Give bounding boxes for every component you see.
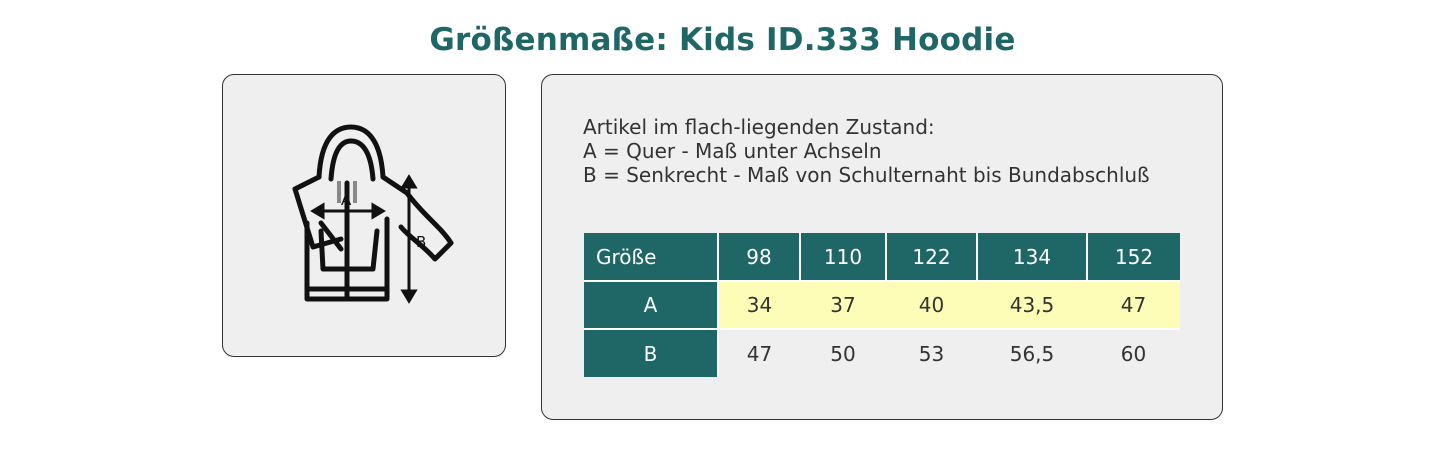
size-header-cell: 122: [885, 233, 977, 281]
label-a: A: [341, 191, 352, 209]
table-cell: 56,5: [977, 328, 1087, 377]
size-header-row: Größe 98 110 122 134 152: [584, 233, 1180, 281]
label-b: B: [416, 233, 426, 251]
table-cell: 37: [800, 280, 886, 329]
table-cell: 47: [718, 328, 800, 377]
size-header-cell: 110: [799, 233, 886, 281]
size-header-cell: 152: [1086, 233, 1180, 281]
table-cell: 60: [1087, 328, 1180, 377]
table-cell: 34: [718, 280, 800, 329]
size-header-label: Größe: [584, 233, 718, 281]
diagram-card: A B: [222, 74, 506, 357]
row-label-b: B: [584, 328, 719, 377]
size-header-cell: 134: [976, 233, 1087, 281]
table-cell: 47: [1087, 280, 1180, 329]
row-label-a: A: [584, 280, 719, 329]
table-row: A 34 37 40 43,5 47: [584, 280, 1180, 329]
hoodie-measure-icon: A B: [292, 124, 454, 304]
size-header-cell: 98: [717, 233, 800, 281]
table-cell: 53: [886, 328, 977, 377]
size-info-card: Artikel im flach-liegenden Zustand: A = …: [541, 74, 1223, 420]
table-row: B 47 50 53 56,5 60: [584, 328, 1180, 377]
table-cell: 40: [886, 280, 977, 329]
measurement-description: Artikel im flach-liegenden Zustand: A = …: [583, 115, 1150, 187]
size-table: Größe 98 110 122 134 152 A 34 37 40 43,5…: [584, 233, 1180, 377]
table-cell: 50: [800, 328, 886, 377]
description-line-3: B = Senkrecht - Maß von Schulternaht bis…: [583, 163, 1150, 187]
description-line-1: Artikel im flach-liegenden Zustand:: [583, 115, 935, 139]
table-cell: 43,5: [977, 280, 1087, 329]
page-title: Größenmaße: Kids ID.333 Hoodie: [429, 22, 1016, 58]
description-line-2: A = Quer - Maß unter Achseln: [583, 139, 882, 163]
